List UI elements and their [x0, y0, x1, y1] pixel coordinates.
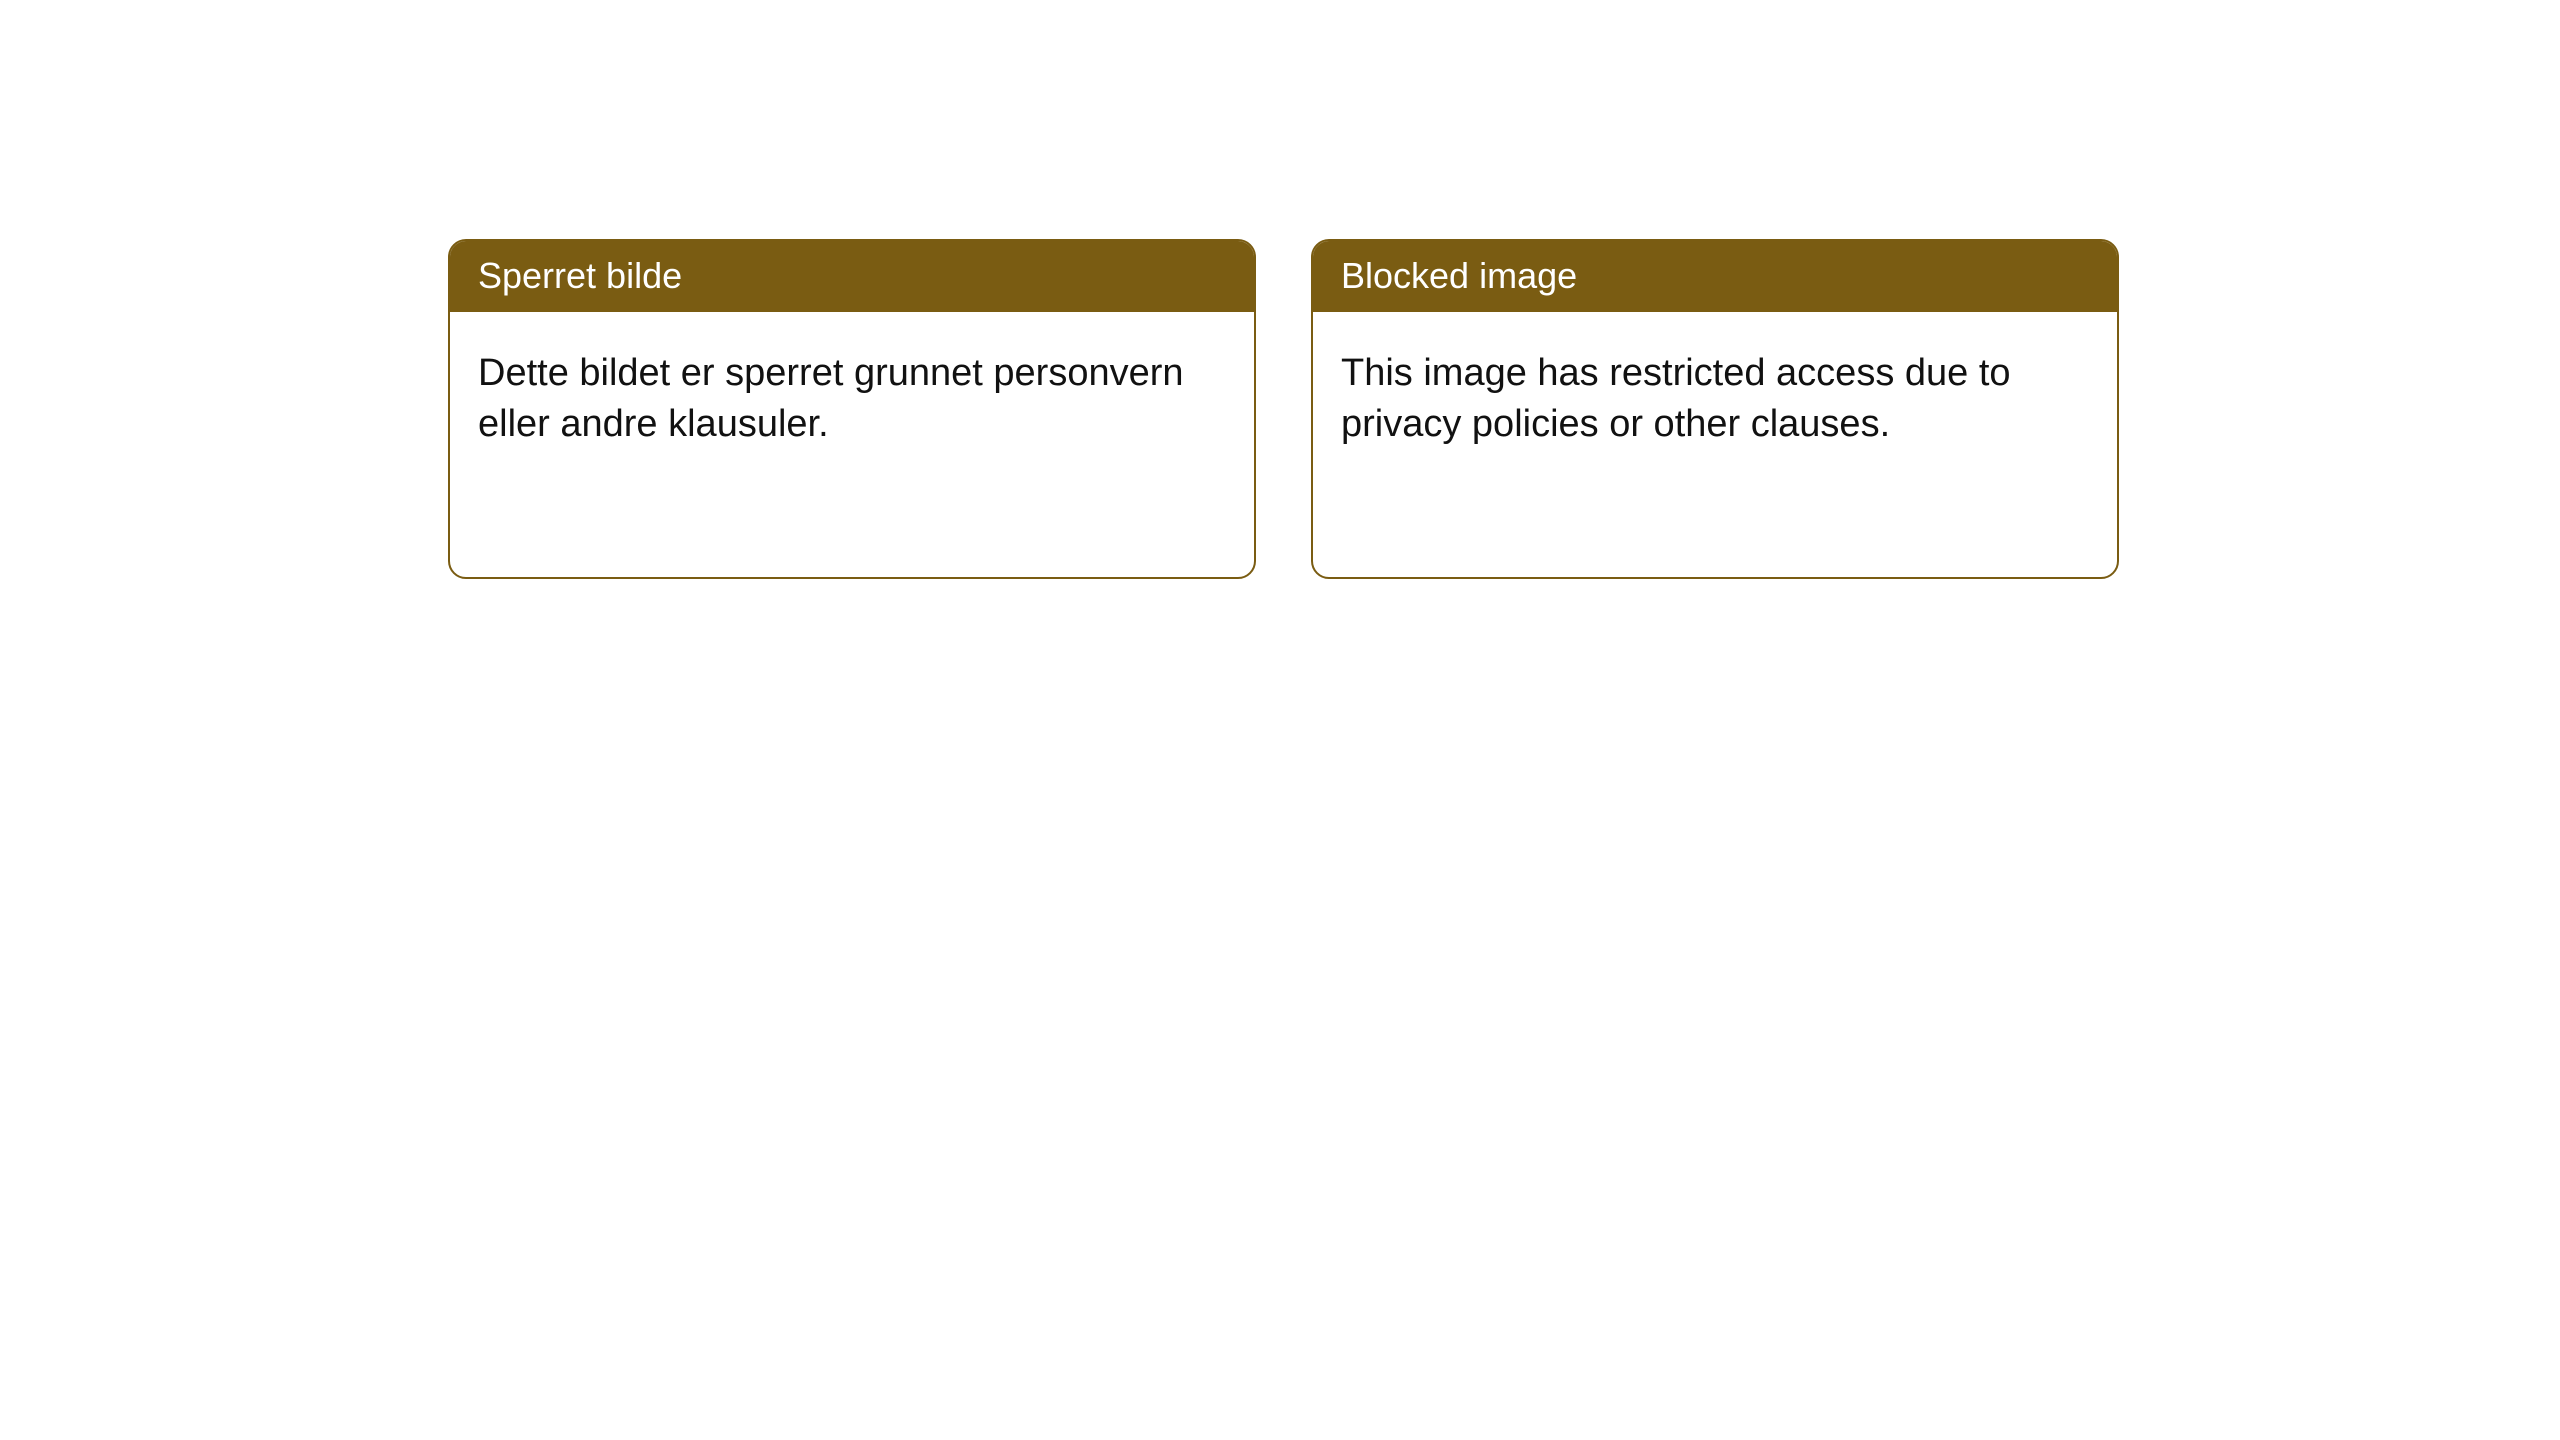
- notice-header: Sperret bilde: [450, 241, 1254, 312]
- notice-container: Sperret bilde Dette bildet er sperret gr…: [448, 239, 2119, 579]
- notice-title: Blocked image: [1341, 255, 1577, 296]
- notice-body: Dette bildet er sperret grunnet personve…: [450, 312, 1254, 487]
- notice-body-text: This image has restricted access due to …: [1341, 352, 2011, 446]
- notice-body: This image has restricted access due to …: [1313, 312, 2117, 487]
- notice-header: Blocked image: [1313, 241, 2117, 312]
- notice-body-text: Dette bildet er sperret grunnet personve…: [478, 352, 1184, 446]
- notice-card-norwegian: Sperret bilde Dette bildet er sperret gr…: [448, 239, 1256, 579]
- notice-card-english: Blocked image This image has restricted …: [1311, 239, 2119, 579]
- notice-title: Sperret bilde: [478, 255, 682, 296]
